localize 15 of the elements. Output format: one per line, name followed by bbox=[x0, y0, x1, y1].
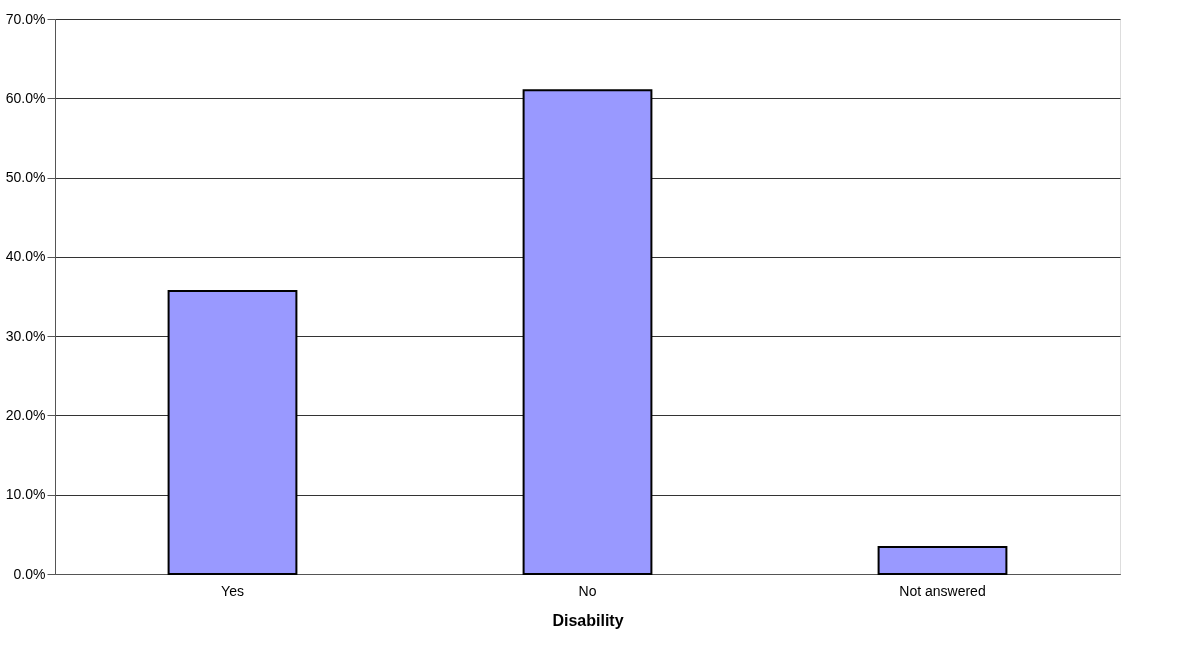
y-tick-label: 0.0% bbox=[13, 565, 46, 582]
x-tick-label: No bbox=[578, 582, 597, 599]
x-tick-label: Yes bbox=[221, 582, 244, 599]
y-tick-label: 30.0% bbox=[5, 327, 46, 344]
y-tick-label: 50.0% bbox=[5, 169, 46, 186]
bar bbox=[877, 546, 1008, 575]
bar bbox=[522, 89, 653, 575]
y-tick-label: 60.0% bbox=[5, 89, 46, 106]
y-tick-label: 10.0% bbox=[5, 486, 46, 503]
y-tick-label: 40.0% bbox=[5, 248, 46, 265]
bar bbox=[167, 289, 298, 575]
x-axis-title: Disability bbox=[552, 611, 624, 629]
y-tick-label: 20.0% bbox=[5, 406, 46, 423]
x-tick-label: Not answered bbox=[899, 582, 986, 599]
y-tick-label: 70.0% bbox=[5, 10, 46, 27]
